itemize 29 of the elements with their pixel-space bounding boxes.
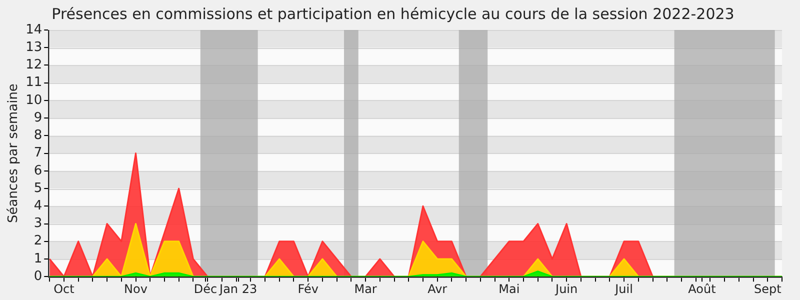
x-tick-label: Oct: [54, 282, 75, 296]
y-tick-label: 9: [34, 110, 42, 126]
y-tick-label: 2: [34, 234, 42, 249]
y-tick-label: 7: [34, 146, 42, 161]
y-tick-label: 5: [34, 180, 42, 196]
x-tick-label: Sept: [754, 282, 782, 296]
y-tick-label: 4: [34, 198, 42, 214]
y-tick-label: 0: [34, 268, 42, 284]
y-tick-label: 8: [34, 128, 42, 144]
x-tick-label: Avr: [428, 282, 448, 296]
y-axis-title: Séances par semaine: [6, 84, 22, 224]
y-tick-label: 11: [26, 75, 42, 90]
y-tick-label: 13: [26, 40, 42, 55]
x-tick-label: Mai: [498, 282, 520, 296]
x-tick-label: Mar: [354, 282, 377, 296]
y-tick-label: 14: [26, 22, 42, 38]
y-tick-label: 10: [26, 92, 42, 108]
x-tick-label: Nov: [124, 282, 148, 296]
chart-title: Présences en commissions et participation en hémicycle au cours de la session 2022-2023: [52, 4, 734, 23]
y-tick-label: 1: [34, 251, 42, 266]
x-tick-label: Jan 23: [218, 282, 258, 296]
x-tick-label: Juin: [554, 282, 578, 296]
x-tick-label: Août: [688, 282, 716, 296]
x-tick-label: Fév: [298, 282, 318, 296]
y-tick-label: 3: [34, 216, 42, 232]
y-tick-label: 12: [26, 58, 42, 73]
x-tick-label: Déc: [194, 282, 218, 296]
x-tick-label: Juil: [614, 282, 633, 296]
y-tick-label: 6: [34, 163, 42, 178]
